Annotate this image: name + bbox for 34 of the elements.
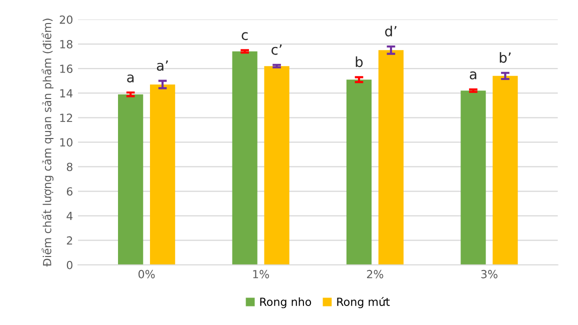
data-label: b’ bbox=[500, 52, 511, 63]
x-tick-label: 3% bbox=[481, 270, 498, 278]
y-tick-label: 0 bbox=[66, 260, 72, 270]
y-axis-title: Điểm chất lượng cảm quan sản phẩm (điểm) bbox=[42, 18, 54, 267]
y-tick-label: 4 bbox=[66, 212, 73, 220]
y-tick-label: 16 bbox=[60, 64, 72, 73]
y-tick-label: 18 bbox=[60, 40, 72, 48]
data-label: a bbox=[470, 71, 476, 80]
y-tick-label: 8 bbox=[66, 162, 72, 172]
bar bbox=[118, 94, 144, 265]
data-label: d’ bbox=[385, 26, 396, 36]
bar bbox=[232, 51, 258, 265]
bar bbox=[492, 76, 518, 265]
bar bbox=[460, 90, 486, 265]
bar bbox=[150, 84, 176, 265]
data-label: b bbox=[356, 56, 363, 68]
bar bbox=[264, 66, 290, 265]
bar bbox=[378, 50, 404, 265]
y-tick-label: 6 bbox=[66, 187, 72, 196]
bar bbox=[346, 80, 372, 265]
data-label: a bbox=[127, 74, 134, 82]
data-label: c bbox=[242, 32, 248, 40]
data-label: a’ bbox=[156, 60, 168, 71]
legend-label: Rong nho bbox=[260, 297, 312, 308]
legend-label: Rong mứt bbox=[337, 296, 390, 308]
x-tick-label: 2% bbox=[367, 270, 384, 278]
x-tick-label: 0% bbox=[138, 270, 155, 278]
x-tick-label: 1% bbox=[253, 270, 269, 278]
y-tick-label: 14 bbox=[60, 89, 73, 98]
y-tick-label: 2 bbox=[66, 236, 72, 245]
data-label: c’ bbox=[272, 44, 282, 55]
y-tick-label: 20 bbox=[60, 15, 72, 24]
y-tick-label: 10 bbox=[60, 138, 72, 147]
y-tick-label: 12 bbox=[60, 114, 72, 122]
